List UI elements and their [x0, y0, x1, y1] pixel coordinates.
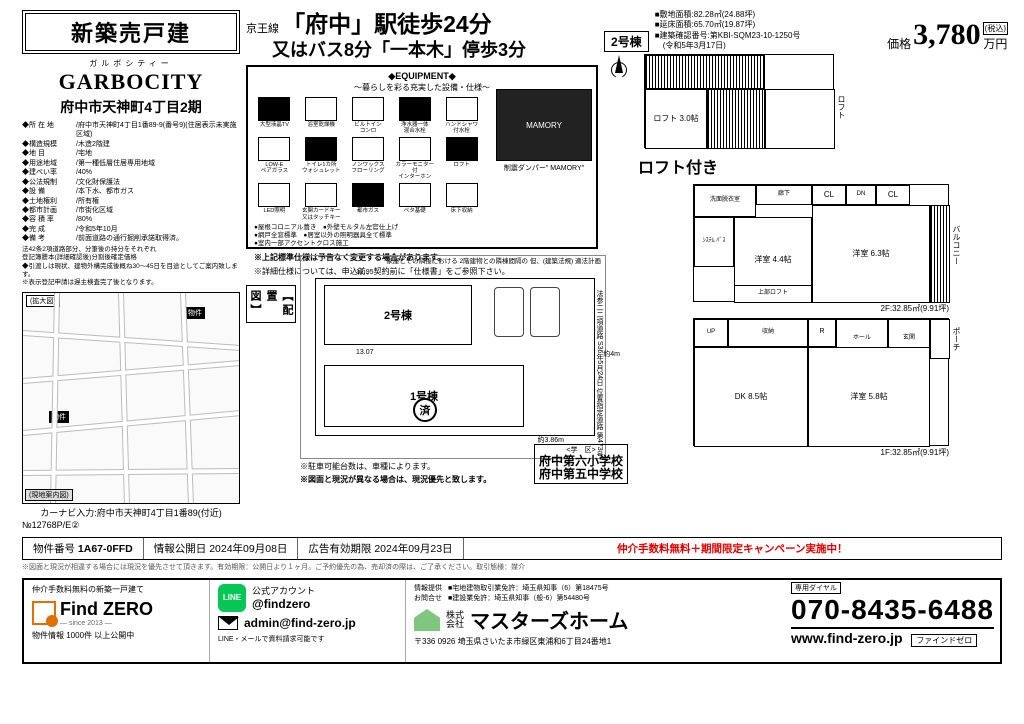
sold-stamp: 済 [413, 398, 437, 422]
school-box: <学 区> 府中第六小学校 府中第五中学校 [534, 444, 628, 484]
plan-1f: UP 収納 R ホール 玄関 DK 8.5帖 洋室 5.8帖 ポーチ 1F:32… [693, 318, 949, 458]
headline-line2: 又はバス8分「一本木」停歩3分 [272, 40, 526, 60]
equip-side-label: 制震ダンパー" MAMORY" [496, 163, 592, 173]
dim: 12.95 [356, 269, 374, 276]
company-name: マスターズホーム [470, 605, 628, 634]
siteplan-unit1: 1号棟 済 [324, 365, 524, 427]
plan-loft: ロフト 3.0帖 ロフト [644, 54, 834, 148]
headline-main: 「府中」駅徒歩24分 [282, 11, 492, 37]
left-column: 新築売戸建 ガルボシティー GARBOCITY 府中市天神町4丁目2期 所 在 … [22, 10, 240, 531]
f1-caption: 1F:32.85㎡(9.91坪) [693, 447, 949, 458]
siteplan-road-note: 法参二二項道路 S36年5月24日 位置指定道路 第473号 [595, 290, 603, 458]
spec-notes: 法42条2項道路部分、分筆後の持分をそれぞれ登記簿謄本(詳細確認後)分割後確定価… [22, 246, 240, 288]
map-code: №12768P/E② [22, 520, 240, 531]
siteplan-unit2: 2号棟 [324, 285, 472, 345]
info-bar: 物件番号 1A67-0FFD 情報公開日 2024年09月08日 広告有効期限 … [22, 537, 1002, 560]
brand-ruby: ガルボシティー [22, 58, 240, 69]
headline: 京王線 「府中」駅徒歩24分 又はバス8分「一本木」停歩3分 [246, 10, 598, 61]
brand-logo: GARBOCITY [22, 69, 240, 95]
findzero-logo-icon [32, 601, 56, 625]
location-title: 府中市天神町4丁目2期 [22, 97, 240, 117]
line-icon: LINE [218, 584, 246, 612]
banner-text: 新築売戸建 [30, 16, 232, 48]
car-icon [530, 287, 560, 337]
unit-specs: 敷地面積:82.28㎡(24.88坪) 延床面積:65.70㎡(19.87坪) … [655, 10, 801, 52]
footer: 仲介手数料無料の新築一戸建て Find ZERO — since 2013 — … [22, 578, 1002, 664]
email: admin@find-zero.jp [244, 616, 356, 630]
equip-bullets: ●屋根コロニアル葺き ●外壁モルタル左官仕上げ●網戸全窓標準 ●居室以外の照明器… [254, 224, 590, 249]
property-id: 物件番号 1A67-0FFD [23, 538, 144, 559]
right-column: 2号棟 敷地面積:82.28㎡(24.88坪) 延床面積:65.70㎡(19.8… [604, 10, 1008, 531]
campaign-text: 仲介手数料無料＋期間限定キャンペーン実施中！ [464, 538, 1001, 559]
unit-tag: 2号棟 [604, 31, 649, 52]
contact-block: LINE 公式アカウント @findzero admin@find-zero.j… [210, 580, 406, 662]
siteplan: 家屋とその隣接における 2階建物との隣棟間隔の 但、(建築法規) 適法計画 2号… [300, 255, 606, 459]
plan-2f: 洗面脱衣室 廊下 CL DN CL ｼｽﾃﾑ ﾊﾞｽ 洋室 4.4帖 上部ロフト… [693, 184, 949, 314]
headline-pre: 京王線 [246, 23, 279, 35]
company-logo-icon [414, 609, 440, 631]
phone-number: 070-8435-6488 [791, 594, 994, 626]
equip-side: MAMORY 制震ダンパー" MAMORY" [496, 89, 592, 173]
car-icon [494, 287, 524, 337]
dim: 13.07 [356, 349, 374, 356]
publish-date: 情報公開日 2024年09月08日 [144, 538, 299, 559]
footnote: ※図面と現況が相違する場合には現況を優先させて頂きます。有効期限：公開日より１ヶ… [22, 562, 1002, 572]
compass-icon [611, 55, 627, 99]
price-row: 2号棟 敷地面積:82.28㎡(24.88坪) 延床面積:65.70㎡(19.8… [604, 10, 1008, 52]
equipment-box: ◆EQUIPMENT◆ ～暮らしを彩る充実した設備・仕様～ 大型液晶TV浴室乾燥… [246, 65, 598, 249]
map-navi: カーナビ入力:府中市天神町4丁目1番89(付近) [22, 506, 240, 519]
expire-date: 広告有効期限 2024年09月23日 [298, 538, 463, 559]
map-foot-label: (現地案内図) [25, 489, 73, 501]
siteplan-head: 家屋とその隣接における 2階建物との隣棟間隔の 但、(建築法規) 適法計画 [301, 256, 605, 268]
website-url: www.find-zero.jp [791, 630, 902, 646]
loft-v-label: ロフト [836, 95, 847, 119]
findzero-logo-text: Find ZERO — since 2013 — [60, 599, 153, 627]
price: 3,780 [913, 18, 981, 52]
location-map: (拡大図) 物件 物件 (現地案内図) [22, 292, 240, 504]
mamory-image: MAMORY [496, 89, 592, 161]
map-roads [23, 293, 239, 503]
price-unit: 万円 [983, 35, 1007, 52]
room-loft: ロフト 3.0帖 [645, 89, 707, 149]
spec-list: 所 在 地/府中市天神町4丁目1番89-9(番号9)(住居表示未実施区域)構造規… [22, 121, 240, 244]
tel-block: 専用ダイヤル 070-8435-6488 www.find-zero.jp ファ… [791, 582, 994, 647]
price-tax: (税込) [983, 22, 1008, 35]
price-label: 価格 [887, 35, 911, 52]
siteplan-lot: 2号棟 1号棟 済 12.95 13.07 約4m 約3.86m [315, 278, 595, 436]
banner: 新築売戸建 [22, 10, 240, 54]
findzero-block: 仲介手数料無料の新築一戸建て Find ZERO — since 2013 — … [24, 580, 210, 662]
equip-grid: 大型液晶TV浴室乾燥機ビルトイン コンロ浄水器一体 混合水栓ハンドシャワ 付水栓… [254, 97, 482, 220]
company-block: 情報提供 お問合せ ■宅地建物取引業免許：埼玉県知事（6）第18475号 ■建設… [406, 580, 1000, 662]
loft-note: ロフト付き [638, 154, 718, 178]
mail-icon [218, 616, 238, 630]
equip-title: ◆EQUIPMENT◆ [254, 71, 590, 82]
f2-caption: 2F:32.85㎡(9.91坪) [693, 303, 949, 314]
brand: ガルボシティー GARBOCITY [22, 58, 240, 95]
siteplan-label: 【配置図】 [246, 285, 296, 323]
